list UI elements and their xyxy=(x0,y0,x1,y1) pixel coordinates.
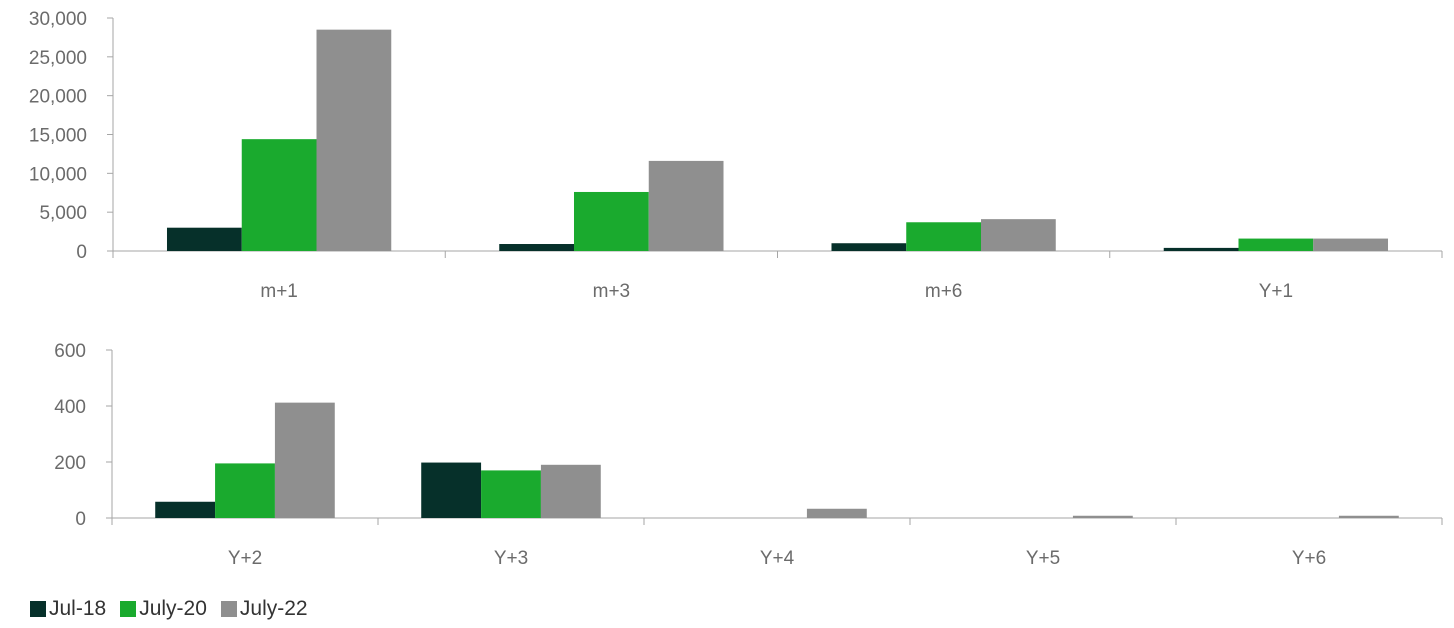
x-tick-label: m+1 xyxy=(260,281,298,302)
y-tick-label: 600 xyxy=(54,341,86,362)
legend-item-july-20: July-20 xyxy=(120,597,207,621)
x-tick-label: Y+4 xyxy=(760,548,795,569)
bar-jul-18-mplus1 xyxy=(166,227,242,251)
y-tick-label: 15,000 xyxy=(29,126,87,147)
bar-jul-18-yplus3 xyxy=(421,462,482,518)
bar-july-20-yplus2 xyxy=(215,463,275,518)
bar-july-20-yplus1 xyxy=(1238,238,1314,251)
bar-july-22-yplus5 xyxy=(1072,515,1133,518)
x-tick-label: Y+5 xyxy=(1026,548,1060,569)
legend-item-july-22: July-22 xyxy=(220,597,308,621)
bar-july-22-yplus3 xyxy=(540,464,601,518)
y-tick-label: 25,000 xyxy=(29,48,87,69)
y-tick-label: 10,000 xyxy=(29,164,87,185)
x-tick-label: m+3 xyxy=(593,281,631,302)
bar-jul-18-yplus2 xyxy=(155,501,216,518)
bar-july-20-yplus3 xyxy=(481,470,541,518)
bar-july-22-mplus1 xyxy=(316,29,392,252)
legend: Jul-18 July-20 July-22 xyxy=(30,597,322,621)
y-tick-label: 5,000 xyxy=(39,203,87,224)
bar-jul-18-mplus6 xyxy=(831,243,907,251)
bar-july-20-mplus6 xyxy=(906,222,982,251)
x-tick-label: Y+3 xyxy=(494,548,528,569)
bar-july-20-mplus3 xyxy=(573,191,649,251)
legend-label-july-22: July-22 xyxy=(239,597,308,620)
bar-july-22-yplus2 xyxy=(274,402,335,518)
x-tick-label: Y+6 xyxy=(1292,548,1326,569)
bar-july-22-yplus4 xyxy=(806,508,867,518)
y-tick-label: 30,000 xyxy=(29,9,87,30)
x-tick-label: Y+1 xyxy=(1259,281,1293,302)
legend-item-jul-18: Jul-18 xyxy=(30,597,106,621)
bar-july-20-mplus1 xyxy=(241,139,317,251)
bar-july-22-yplus6 xyxy=(1338,515,1399,518)
legend-label-jul-18: Jul-18 xyxy=(49,597,107,620)
x-tick-label: Y+2 xyxy=(228,548,262,569)
bar-july-22-mplus6 xyxy=(981,219,1056,251)
legend-label-july-20: July-20 xyxy=(139,597,207,620)
legend-swatch-july-20 xyxy=(120,601,137,617)
y-tick-label: 0 xyxy=(76,242,87,263)
y-tick-label: 20,000 xyxy=(29,87,87,108)
bar-jul-18-yplus1 xyxy=(1163,247,1239,251)
x-tick-label: m+6 xyxy=(925,281,963,302)
legend-swatch-jul-18 xyxy=(30,601,46,617)
legend-swatch-july-22 xyxy=(220,601,237,617)
bar-july-22-mplus3 xyxy=(648,160,724,251)
bar-july-22-yplus1 xyxy=(1313,238,1389,251)
y-tick-label: 200 xyxy=(54,453,86,474)
bar-jul-18-mplus3 xyxy=(499,244,574,251)
y-tick-label: 0 xyxy=(75,509,86,530)
y-tick-label: 400 xyxy=(54,397,86,418)
